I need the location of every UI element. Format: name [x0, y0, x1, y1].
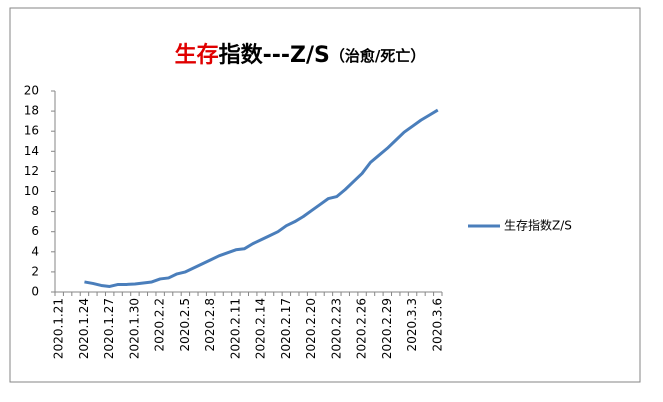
y-tick-label: 20 — [24, 84, 39, 98]
y-tick-label: 2 — [31, 264, 39, 278]
chart-title: 生存指数---Z/S（治愈/死亡） — [175, 42, 426, 68]
x-tick-label: 2020.2.20 — [304, 298, 318, 359]
title-note: （治愈/死亡） — [330, 47, 425, 65]
series-line — [84, 108, 439, 288]
title-highlight: 生存 — [175, 42, 219, 68]
x-tick-label: 2020.1.21 — [52, 298, 66, 359]
x-tick-label: 2020.2.29 — [380, 298, 394, 359]
x-tick-label: 2020.2.8 — [203, 298, 217, 351]
x-tick-label: 2020.2.17 — [279, 298, 293, 359]
x-tick-label: 2020.1.27 — [102, 298, 116, 359]
x-tick-label: 2020.3.6 — [430, 298, 444, 351]
y-tick-label: 14 — [24, 144, 39, 158]
x-tick-label: 2020.3.3 — [405, 298, 419, 351]
x-tick-label: 2020.1.30 — [127, 298, 141, 359]
x-tick-label: 2020.1.24 — [77, 298, 91, 359]
x-tick-label: 2020.2.26 — [355, 298, 369, 359]
y-tick-label: 8 — [31, 204, 39, 218]
chart-frame — [9, 7, 641, 383]
y-tick-label: 16 — [24, 124, 39, 138]
x-tick-label: 2020.2.14 — [254, 298, 268, 359]
y-tick-label: 0 — [31, 285, 39, 299]
x-tick-label: 2020.2.11 — [228, 298, 242, 359]
y-tick-label: 4 — [31, 244, 39, 258]
x-tick-label: 2020.2.23 — [329, 298, 343, 359]
y-tick-label: 18 — [24, 104, 39, 118]
y-tick-label: 10 — [24, 184, 39, 198]
y-tick-label: 12 — [24, 164, 39, 178]
legend-label: 生存指数Z/S — [504, 218, 572, 233]
x-tick-label: 2020.2.5 — [178, 298, 192, 351]
y-tick-label: 6 — [31, 224, 39, 238]
x-tick-label: 2020.2.2 — [153, 298, 167, 351]
title-main: 指数---Z/S — [219, 42, 330, 68]
